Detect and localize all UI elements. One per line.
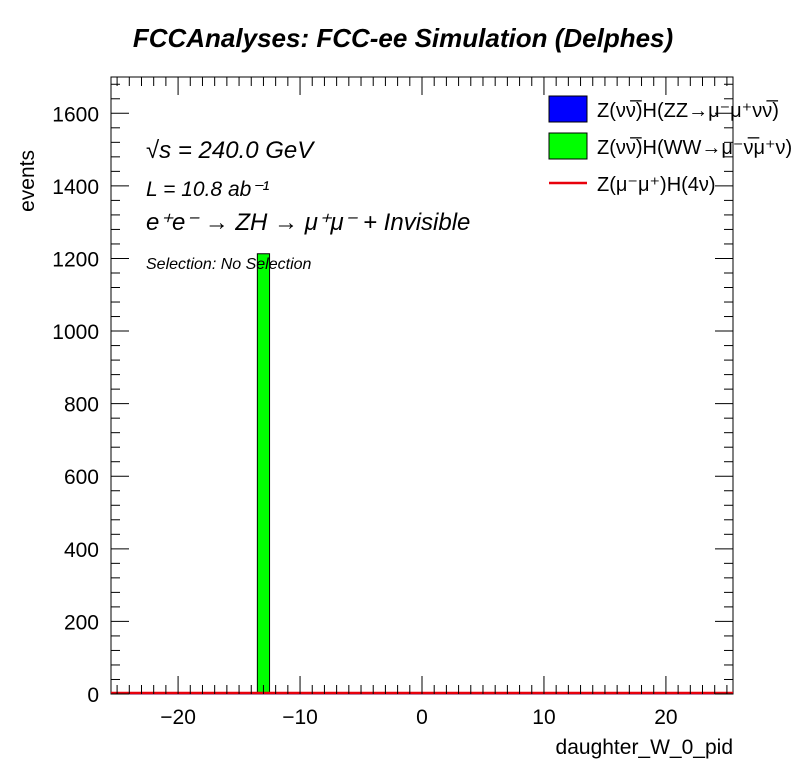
legend: Z(νν̅)H(ZZ→μ⁻μ⁺νν̅) Z(νν̅)H(WW→μ⁻ν̅μ⁺ν) Z(…: [548, 95, 792, 196]
x-tick-label: 10: [532, 706, 555, 729]
y-tick-label: 800: [64, 394, 99, 417]
legend-entry: Z(μ⁻μ⁺)H(4ν): [597, 174, 716, 196]
annotation-selection: Selection: No Selection: [146, 256, 312, 273]
x-axis-label: daughter_W_0_pid: [556, 736, 733, 759]
y-tick-label: 0: [87, 684, 99, 707]
y-tick-label: 1400: [52, 176, 99, 199]
histogram-bars: [256, 253, 271, 695]
legend-swatch: [548, 95, 588, 123]
x-tick-label: −20: [160, 706, 196, 729]
x-tick-label: 20: [654, 706, 677, 729]
x-tick-label: −10: [282, 706, 318, 729]
bar-series-1: [256, 253, 271, 695]
legend-entry: Z(νν̅)H(WW→μ⁻ν̅μ⁺ν): [597, 136, 792, 159]
y-tick-label: 600: [64, 466, 99, 489]
y-tick-label: 1200: [52, 248, 99, 271]
chart-title: FCCAnalyses: FCC-ee Simulation (Delphes): [133, 23, 673, 53]
annotation-lumi: L = 10.8 ab⁻¹: [146, 178, 269, 201]
legend-entry: Z(νν̅)H(ZZ→μ⁻μ⁺νν̅): [597, 99, 779, 122]
annotation-sqrt-s: √s = 240.0 GeV: [146, 137, 315, 164]
x-tick-label: 0: [416, 706, 428, 729]
x-axis-ticks: −20 −10 0 10 20: [116, 77, 728, 729]
y-tick-label: 400: [64, 539, 99, 562]
y-axis-ticks: 0 200 400 600 800 1000 1200 1400 1600: [52, 83, 733, 707]
legend-swatch: [548, 132, 588, 160]
y-tick-label: 1600: [52, 103, 99, 126]
y-tick-label: 1000: [52, 321, 99, 344]
plot-frame: [110, 76, 734, 695]
annotation-process: e⁺e⁻ → ZH → μ⁺μ⁻ + Invisible: [146, 209, 470, 236]
y-axis-label: events: [16, 150, 39, 212]
y-tick-label: 200: [64, 611, 99, 634]
